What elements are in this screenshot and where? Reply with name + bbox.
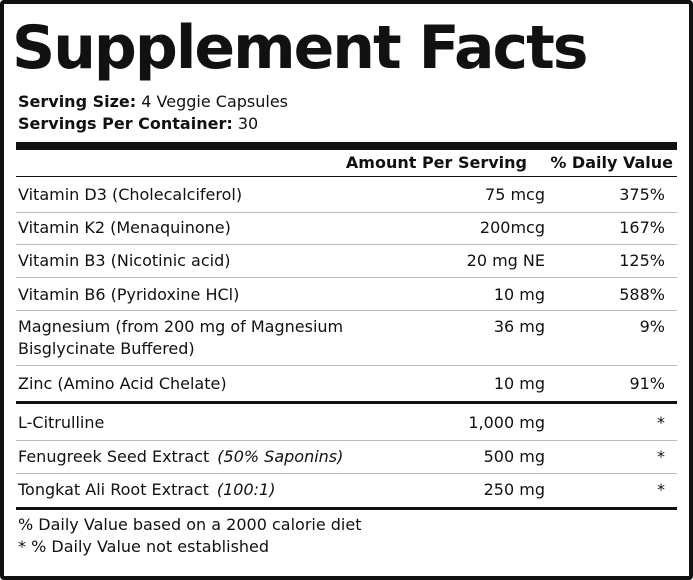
nutrient-name-line: Bisglycinate Buffered)	[18, 339, 195, 358]
section-divider	[16, 401, 677, 404]
nutrient-name-line: Magnesium (from 200 mg of Magnesium	[18, 317, 344, 336]
servings-per-container-label: Servings Per Container:	[18, 114, 233, 133]
daily-value-footnote: % Daily Value based on a 2000 calorie di…	[18, 515, 362, 534]
daily-value-header: % Daily Value	[550, 153, 673, 172]
nutrient-daily-value: 588%	[619, 285, 665, 304]
nutrient-amount: 10 mg	[493, 285, 545, 304]
nutrient-amount: 75 mcg	[485, 185, 545, 204]
ingredient-name: Tongkat Ali Root Extract (100:1)	[18, 479, 275, 501]
nutrient-amount: 200mcg	[479, 218, 545, 237]
serving-size-label: Serving Size:	[18, 92, 137, 111]
nutrient-daily-value: 167%	[619, 218, 665, 237]
thick-divider	[16, 142, 677, 150]
header-divider	[16, 176, 677, 177]
ingredient-name: L-Citrulline	[18, 412, 104, 434]
servings-per-container-value: 30	[237, 114, 259, 133]
not-established-footnote: * % Daily Value not established	[18, 537, 270, 556]
ingredient-amount: 1,000 mg	[468, 413, 545, 432]
nutrient-daily-value: 91%	[629, 374, 665, 393]
nutrient-daily-value: 375%	[619, 185, 665, 204]
nutrient-name: Vitamin B3 (Nicotinic acid)	[18, 251, 231, 270]
nutrient-amount: 10 mg	[493, 374, 545, 393]
ingredient-daily-value: *	[657, 447, 665, 466]
ingredient-name-text: L-Citrulline	[18, 413, 105, 432]
row-divider	[16, 244, 677, 245]
row-divider	[16, 440, 677, 441]
nutrient-amount: 20 mg NE	[466, 251, 545, 270]
nutrient-amount: 36 mg	[493, 317, 545, 336]
serving-size: Serving Size: 4 Veggie Capsules	[18, 92, 288, 112]
row-divider	[16, 310, 677, 311]
nutrient-daily-value: 125%	[619, 251, 665, 270]
amount-per-serving-header: Amount Per Serving	[345, 153, 527, 172]
nutrient-name: Vitamin D3 (Cholecalciferol)	[18, 185, 243, 204]
ingredient-amount: 250 mg	[483, 480, 545, 499]
servings-per-container: Servings Per Container: 30	[18, 114, 258, 134]
ingredient-daily-value: *	[657, 480, 665, 499]
nutrient-name: Zinc (Amino Acid Chelate)	[18, 374, 227, 393]
ingredient-daily-value: *	[657, 413, 665, 432]
ingredient-name-text: Tongkat Ali Root Extract	[18, 480, 209, 499]
row-divider	[16, 365, 677, 366]
ingredient-amount: 500 mg	[483, 447, 545, 466]
nutrient-name: Vitamin B6 (Pyridoxine HCl)	[18, 285, 240, 304]
ingredient-note: (100:1)	[216, 480, 276, 499]
row-divider	[16, 277, 677, 278]
ingredient-name: Fenugreek Seed Extract (50% Saponins)	[18, 446, 343, 468]
row-divider	[16, 212, 677, 213]
nutrient-row: Magnesium (from 200 mg of Magnesium Bisg…	[18, 316, 677, 360]
ingredient-name-text: Fenugreek Seed Extract	[18, 447, 210, 466]
serving-size-value: 4 Veggie Capsules	[141, 92, 288, 111]
row-divider	[16, 473, 677, 474]
panel-title: Supplement Facts	[12, 13, 589, 83]
nutrient-name: Vitamin K2 (Menaquinone)	[18, 218, 231, 237]
nutrient-daily-value: 9%	[639, 317, 665, 336]
ingredient-note: (50% Saponins)	[217, 447, 344, 466]
nutrient-name: Magnesium (from 200 mg of Magnesium Bisg…	[18, 316, 343, 360]
footer-divider	[16, 507, 677, 510]
